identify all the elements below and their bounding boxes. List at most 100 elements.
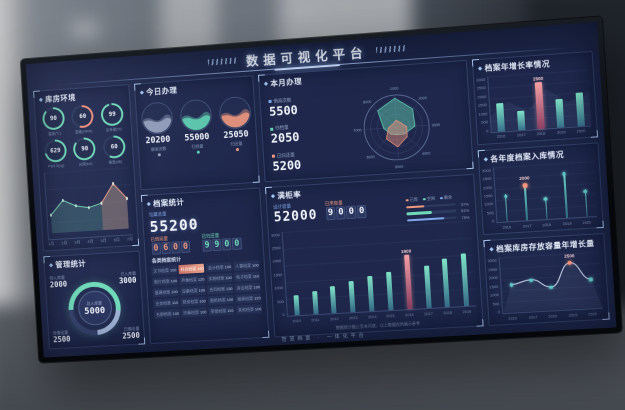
y-tick: 3000 bbox=[487, 257, 497, 264]
fullness-legend: 已用 空闲 剩余 37% 51% 75% bbox=[405, 192, 470, 223]
gauge-value: 99 bbox=[102, 104, 123, 125]
gauge-ring: 90 bbox=[73, 136, 97, 161]
y-tick: 3000 bbox=[481, 167, 492, 173]
gauge-grid: 90 温度(℃) 60 湿度(%RH) 99 洁净度(%) 629 PM2.5(ug) 90 光照… bbox=[35, 101, 133, 171]
bar bbox=[330, 286, 337, 314]
line-chart-svg bbox=[500, 252, 603, 314]
x-tick: 2020 bbox=[582, 219, 592, 225]
x-tick: 2012 bbox=[329, 315, 339, 321]
archive-cell: 声像档案 120 bbox=[179, 274, 205, 286]
y-tick: 1000 bbox=[274, 285, 284, 291]
panel-env: 库房环境 90 温度(℃) 60 湿度(%RH) 99 洁净度(%) 629 PM2.5(ug… bbox=[33, 84, 140, 252]
gauge-value: 60 bbox=[104, 136, 125, 157]
bar-value-label: 1900 bbox=[400, 248, 412, 255]
svg-text:8000: 8000 bbox=[363, 100, 371, 105]
panel-manage: 管理统计 总入库量 5000 待入库量 2000 已入库量 3000 待借 bbox=[43, 250, 146, 350]
today-item: 55000 归档量 bbox=[178, 98, 214, 155]
archive-cell: 照片档案 100 bbox=[151, 276, 178, 287]
bar bbox=[534, 82, 545, 129]
month-stats: 借阅次数 5500 归档量 2050 已归还量 5200 bbox=[262, 87, 329, 181]
bar bbox=[367, 275, 375, 312]
bar-value-label: 2500 bbox=[532, 75, 544, 82]
y-tick: 1500 bbox=[273, 271, 283, 278]
dot bbox=[522, 183, 528, 189]
month-stat: 已归还量 5200 bbox=[271, 150, 329, 173]
archive-cell: 其他档案 100 bbox=[235, 304, 262, 315]
archive-cell: 会计档案 100 bbox=[205, 262, 232, 273]
callout-value: 2000 bbox=[49, 280, 68, 290]
x-tick: 2019 bbox=[568, 311, 578, 318]
archive-cell: 文书档案 100 bbox=[151, 265, 177, 276]
x-tick: 2019 bbox=[556, 129, 566, 135]
archive-cell: 实物档案 100 bbox=[206, 273, 233, 284]
archive-grid: 文书档案 100 科技档案 160 会计档案 100 人事档案 100 照片档案 100 声像档案 1… bbox=[146, 260, 267, 320]
manage-callout: 待借出量 2500 bbox=[53, 330, 71, 346]
svg-text:4000: 4000 bbox=[422, 151, 431, 156]
x-tick: 2016 bbox=[507, 315, 517, 321]
plot-area: 2000 bbox=[492, 160, 597, 224]
y-tick: 1000 bbox=[489, 292, 500, 298]
y-tick: 1500 bbox=[489, 283, 499, 290]
capacity-line-chart: 3000 2500 2000 1500 1000 500 0 2500 2016 2017 2018… bbox=[485, 251, 608, 325]
bar bbox=[460, 253, 470, 307]
legend-item: 剩余 bbox=[439, 194, 453, 201]
today-label: 借阅次数 bbox=[150, 145, 167, 152]
dot-value-label: 2000 bbox=[519, 175, 530, 181]
y-tick: 2500 bbox=[271, 245, 281, 251]
archive-substat: 已归还量 9 9 0 0 bbox=[201, 232, 242, 252]
svg-text:7000: 7000 bbox=[353, 128, 361, 133]
dot bbox=[528, 278, 533, 282]
archive-cell: 报表档案 120 bbox=[235, 293, 262, 304]
dot bbox=[562, 172, 567, 176]
dot bbox=[588, 277, 593, 282]
liquid-circle bbox=[178, 98, 212, 133]
stem bbox=[584, 189, 588, 218]
today-value: 20200 bbox=[145, 134, 171, 147]
bar bbox=[496, 103, 506, 132]
design-capacity-stat: 设计容量 52000 bbox=[273, 202, 318, 226]
y-tick: 1000 bbox=[478, 110, 488, 117]
header-right-stripes-icon bbox=[376, 45, 407, 54]
manage-donut-hole: 总入库量 5000 bbox=[72, 285, 118, 331]
panel-month: 本月办理 借阅次数 5500 归档量 2050 已归还量 5200 1000 2000 300… bbox=[257, 59, 474, 183]
gauge-ring: 99 bbox=[100, 102, 125, 127]
y-tick: 1500 bbox=[477, 102, 488, 109]
dot bbox=[509, 283, 514, 287]
archive-cell: 人事档案 100 bbox=[233, 260, 260, 272]
callout-value: 3000 bbox=[118, 275, 137, 286]
dot-value-label: 2500 bbox=[564, 253, 575, 260]
growth-bar-chart: 3000 2500 2000 1500 1000 500 0 2500 2016 2017 2018… bbox=[474, 68, 597, 144]
gauge-ring: 90 bbox=[41, 106, 66, 131]
gauge: 90 光照(lux) bbox=[70, 136, 99, 168]
gauge-label: 温度(℃) bbox=[47, 130, 61, 136]
x-tick: 2016 bbox=[405, 311, 415, 317]
gauge-label: PM2.5(ug) bbox=[48, 162, 65, 169]
y-tick: 0 bbox=[491, 218, 495, 224]
archive-cell: 科技档案 160 bbox=[178, 263, 205, 275]
x-tick: 2014 bbox=[367, 313, 377, 319]
gauge-ring: 60 bbox=[102, 134, 127, 159]
x-tick: 2018 bbox=[536, 130, 546, 137]
panel-capacity: 档案库房存放容量年增长量 3000 2500 2000 1500 1000 500 0 250… bbox=[483, 233, 610, 327]
gauge-label: 湿度(%RH) bbox=[74, 128, 93, 135]
y-tick: 2500 bbox=[488, 266, 498, 273]
y-tick: 1000 bbox=[483, 201, 494, 208]
x-tick: 2015 bbox=[386, 312, 396, 318]
gauge: 99 洁净度(%) bbox=[98, 102, 127, 133]
gauge: 629 PM2.5(ug) bbox=[41, 138, 70, 170]
stem bbox=[504, 194, 509, 222]
dashboard-body: 库房环境 90 温度(℃) 60 湿度(%RH) 99 洁净度(%) 629 PM2.5(ug… bbox=[27, 46, 616, 357]
dot bbox=[549, 285, 554, 290]
manage-donut-body: 总入库量 5000 待入库量 2000 已入库量 3000 待借出量 2500 已借出量 25… bbox=[45, 268, 144, 349]
gauge: 60 噪音(dB) bbox=[100, 134, 129, 166]
x-tick: 2017 bbox=[522, 223, 532, 229]
x-tick: 2010 bbox=[292, 317, 301, 323]
x-tick: 2013 bbox=[348, 314, 358, 320]
gauge-value: 90 bbox=[43, 108, 64, 129]
x-tick: 2011 bbox=[310, 316, 320, 322]
plot-area: 2500 bbox=[498, 252, 603, 315]
radar-chart-wrap: 1000 2000 3000 4000 5000 6000 7000 8000 bbox=[323, 77, 470, 177]
manage-center-value: 5000 bbox=[84, 305, 106, 317]
x-tick: 2020 bbox=[576, 128, 586, 134]
liquid-circle bbox=[217, 95, 251, 130]
